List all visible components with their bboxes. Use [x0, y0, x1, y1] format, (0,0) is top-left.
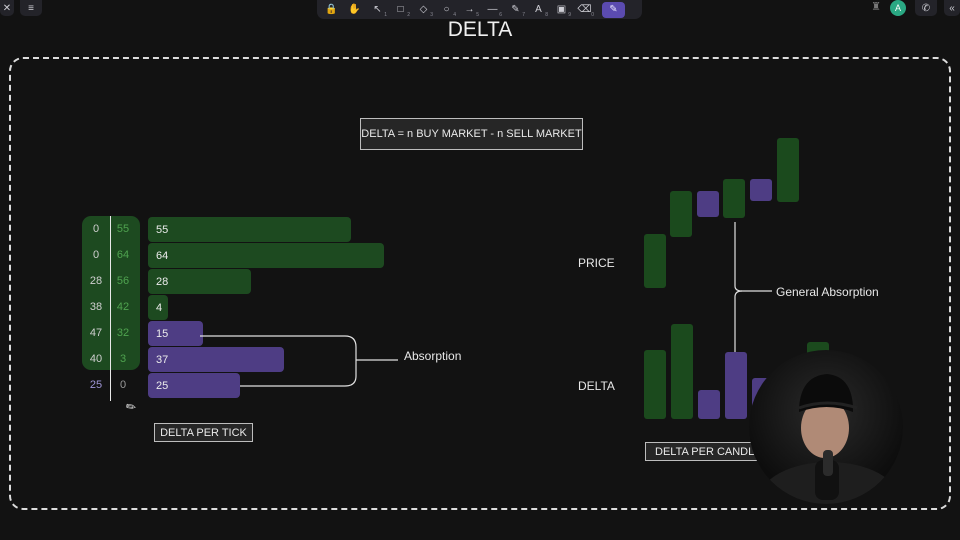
- delta-per-candle-caption[interactable]: DELTA PER CANDLE: [645, 442, 775, 461]
- delta-tick-value: 15: [156, 327, 169, 340]
- arrow-tool-shortcut: 5: [476, 11, 479, 18]
- price-candle-4: [723, 179, 745, 218]
- bid-value: 28: [89, 275, 103, 287]
- diamond-tool-glyph: ◇: [419, 4, 428, 15]
- ask-value: 55: [116, 223, 130, 235]
- general-absorption-label: General Absorption: [776, 285, 879, 299]
- drawing-toolbar: 🔒 ✋ ↖ 1 □ 2 ◇ 3 ○ 4 → 5—6 ✎ 7 A 8 ▣ 9 ⌫ 0 ✎: [317, 0, 642, 19]
- delta-tick-value: 55: [156, 223, 169, 236]
- rectangle-tool-glyph: □: [397, 4, 404, 15]
- ask-column-background: [82, 216, 140, 370]
- arrow-tool-glyph: →: [464, 4, 475, 15]
- ask-value: 0: [119, 379, 127, 391]
- collapse-icon[interactable]: «: [944, 0, 960, 16]
- page-title: DELTA: [447, 18, 513, 41]
- price-candle-6: [777, 138, 799, 202]
- price-candle-5: [750, 179, 772, 201]
- hand-tool-glyph: ✋: [348, 4, 361, 15]
- pencil-tool-glyph: ✎: [511, 4, 520, 15]
- call-icon[interactable]: ✆: [915, 0, 937, 16]
- ask-value: 32: [116, 327, 130, 339]
- delta-per-tick-caption[interactable]: DELTA PER TICK: [154, 423, 253, 442]
- text-tool-shortcut: 8: [545, 11, 548, 18]
- text-tool-glyph: A: [535, 4, 542, 15]
- delta-tick-bar: 28: [148, 269, 251, 294]
- lock-tool-icon[interactable]: 🔒: [320, 2, 343, 18]
- avatar[interactable]: A: [890, 0, 906, 16]
- rectangle-tool-shortcut: 2: [407, 11, 410, 18]
- price-candle-2: [670, 191, 692, 237]
- library-icon[interactable]: ♜: [871, 1, 881, 13]
- delta-tick-value: 25: [156, 379, 169, 392]
- delta-tick-value: 37: [156, 353, 169, 366]
- pencil-tool-icon[interactable]: ✎ 7: [504, 2, 527, 18]
- delta-tick-bar: 64: [148, 243, 384, 268]
- diamond-tool-icon[interactable]: ◇ 3: [412, 2, 435, 18]
- canvas-frame: [9, 57, 951, 510]
- image-tool-glyph: ▣: [556, 4, 567, 15]
- price-label: PRICE: [578, 256, 615, 270]
- select-tool-icon[interactable]: ↖ 1: [366, 2, 389, 18]
- divider-line: [110, 216, 111, 401]
- bid-value: 25: [89, 379, 103, 391]
- absorption-label: Absorption: [404, 349, 462, 363]
- bid-value: 0: [92, 223, 100, 235]
- delta-tick-bar: 15: [148, 321, 203, 346]
- eraser-tool-icon[interactable]: ⌫ 0: [573, 2, 596, 18]
- delta-label: DELTA: [578, 379, 615, 393]
- delta-tick-bar: 37: [148, 347, 284, 372]
- delta-bar-4: [725, 352, 747, 419]
- diamond-tool-shortcut: 3: [430, 11, 433, 18]
- ask-value: 42: [116, 301, 130, 313]
- image-tool-icon[interactable]: ▣ 9: [550, 2, 573, 18]
- delta-tick-bar: 25: [148, 373, 240, 398]
- arrow-tool-icon[interactable]: → 5: [458, 2, 481, 18]
- ask-value: 3: [119, 353, 127, 365]
- bid-value: 40: [89, 353, 103, 365]
- hand-tool-icon[interactable]: ✋: [343, 2, 366, 18]
- close-icon[interactable]: ✕: [0, 0, 14, 16]
- ellipse-tool-shortcut: 4: [453, 11, 456, 18]
- eraser-tool-shortcut: 0: [591, 11, 594, 18]
- ellipse-tool-glyph: ○: [443, 4, 450, 15]
- bid-value: 47: [89, 327, 103, 339]
- laser-tool-glyph: ✎: [609, 4, 618, 15]
- pencil-tool-shortcut: 7: [522, 11, 525, 18]
- laser-tool-icon[interactable]: ✎: [602, 1, 625, 18]
- delta-bar-3: [698, 390, 720, 419]
- bid-value: 0: [92, 249, 100, 261]
- delta-bar-1: [644, 350, 666, 419]
- delta-tick-value: 64: [156, 249, 169, 262]
- menu-icon[interactable]: ≡: [20, 0, 42, 16]
- ask-value: 64: [116, 249, 130, 261]
- rectangle-tool-icon[interactable]: □ 2: [389, 2, 412, 18]
- select-tool-glyph: ↖: [373, 4, 382, 15]
- image-tool-shortcut: 9: [568, 11, 571, 18]
- delta-tick-bar: 4: [148, 295, 168, 320]
- price-candle-1: [644, 234, 666, 288]
- ask-value: 56: [116, 275, 130, 287]
- delta-tick-bar: 55: [148, 217, 351, 242]
- formula-box[interactable]: DELTA = n BUY MARKET - n SELL MARKET: [360, 118, 583, 150]
- eraser-tool-glyph: ⌫: [577, 4, 592, 15]
- line-tool-icon[interactable]: —6: [481, 2, 504, 18]
- line-tool-shortcut: 6: [499, 11, 502, 18]
- bid-value: 38: [89, 301, 103, 313]
- delta-bar-2: [671, 324, 693, 419]
- price-candle-3: [697, 191, 719, 217]
- webcam-overlay: [749, 350, 903, 504]
- ellipse-tool-icon[interactable]: ○ 4: [435, 2, 458, 18]
- line-tool-glyph: —: [487, 4, 498, 15]
- delta-tick-value: 28: [156, 275, 169, 288]
- select-tool-shortcut: 1: [384, 11, 387, 18]
- delta-tick-value: 4: [156, 301, 163, 314]
- lock-tool-glyph: 🔒: [325, 4, 338, 15]
